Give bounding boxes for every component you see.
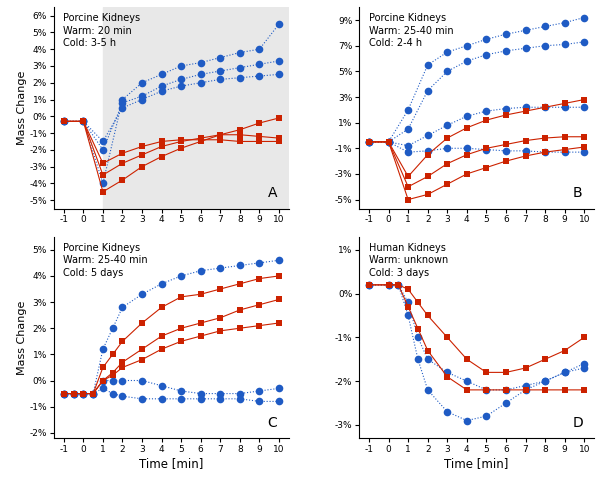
Text: B: B xyxy=(573,186,583,200)
Text: A: A xyxy=(268,186,277,200)
Y-axis label: Mass Change: Mass Change xyxy=(17,71,26,145)
Text: C: C xyxy=(268,416,277,430)
X-axis label: Time [min]: Time [min] xyxy=(445,457,509,470)
Text: Porcine Kidneys
Warm: 25-40 min
Cold: 5 days: Porcine Kidneys Warm: 25-40 min Cold: 5 … xyxy=(64,243,148,277)
Bar xyxy=(103,7,289,209)
Text: Human Kidneys
Warm: unknown
Cold: 3 days: Human Kidneys Warm: unknown Cold: 3 days xyxy=(368,243,448,277)
Y-axis label: Mass Change: Mass Change xyxy=(17,300,26,375)
X-axis label: Time [min]: Time [min] xyxy=(139,457,203,470)
Text: Porcine Kidneys
Warm: 25-40 min
Cold: 2-4 h: Porcine Kidneys Warm: 25-40 min Cold: 2-… xyxy=(368,13,453,48)
Text: Porcine Kidneys
Warm: 20 min
Cold: 3-5 h: Porcine Kidneys Warm: 20 min Cold: 3-5 h xyxy=(64,13,140,48)
Text: D: D xyxy=(573,416,584,430)
